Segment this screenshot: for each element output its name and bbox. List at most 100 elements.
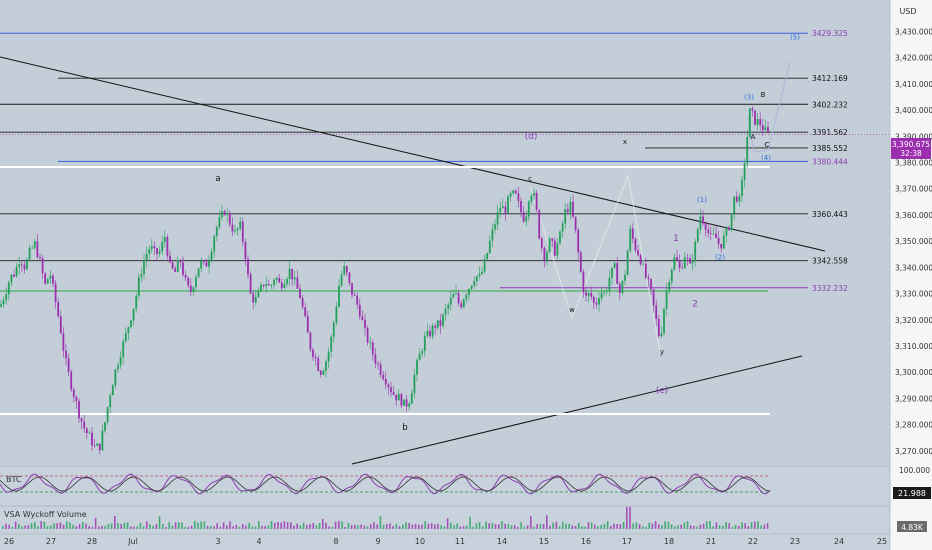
candle-body <box>312 349 314 357</box>
candle-body <box>512 190 515 194</box>
time-axis[interactable]: 26 27 28 Jul 3 4 8 9 10 11 14 15 16 17 18 21 22 23 24 25 <box>4 537 887 546</box>
volume-bar <box>222 522 225 529</box>
candle-body <box>187 277 190 286</box>
candle-body <box>592 296 595 303</box>
wave-label: y <box>660 348 664 356</box>
volume-bar <box>581 526 583 529</box>
volume-bar <box>110 523 113 529</box>
price-tick-label: 3,290.000 <box>895 394 932 403</box>
candle-body <box>78 401 80 419</box>
candle-body <box>478 273 481 277</box>
volume-bar <box>635 522 638 529</box>
volume-bar <box>757 521 759 529</box>
candle-body <box>210 251 213 261</box>
descending-trendline[interactable] <box>0 56 826 252</box>
volume-bar <box>338 520 340 529</box>
level-label: 3360.443 <box>812 210 848 219</box>
volume-bar <box>616 524 618 529</box>
price-badge[interactable]: 3,390.675 32:38 <box>891 138 931 159</box>
time-tick-label: 22 <box>748 537 758 546</box>
candle-body <box>28 247 31 260</box>
candle-body <box>408 403 411 407</box>
candle-body <box>301 298 304 308</box>
volume-bar <box>680 524 682 529</box>
level-label: 3380.444 <box>812 157 848 166</box>
horizontal-levels: 3429.325 3412.169 3402.232 3391.562 3385.552… <box>0 29 890 293</box>
candle-body <box>644 263 647 278</box>
level-label: 3402.232 <box>812 100 848 109</box>
volume-bar <box>562 521 564 529</box>
time-tick-label: 28 <box>87 537 97 546</box>
volume-bar <box>549 525 551 529</box>
volume-bar <box>162 524 164 529</box>
wave-label: a <box>215 174 220 184</box>
volume-bar <box>498 524 500 529</box>
candle-body <box>691 260 694 264</box>
volume-bar <box>491 522 494 529</box>
volume-bar <box>722 525 724 529</box>
candle-body <box>192 287 195 292</box>
volume-bar <box>213 526 215 529</box>
volume-bar <box>571 525 574 529</box>
volume-bar <box>123 522 126 529</box>
candle-body <box>124 332 127 342</box>
candle-body <box>265 283 268 287</box>
candle-body <box>702 216 704 224</box>
candle-body <box>647 277 650 280</box>
stoch-indicator-title[interactable]: BTC <box>6 475 22 484</box>
volume-bar <box>200 521 202 529</box>
candle-body <box>384 378 387 385</box>
volume-bar <box>514 525 516 529</box>
volume-bar <box>507 524 510 529</box>
volume-bar <box>446 518 449 529</box>
volume-bar <box>766 523 769 529</box>
volume-bar <box>117 523 119 529</box>
candle-body <box>621 280 624 293</box>
candle-body <box>145 253 148 261</box>
candle-body <box>590 293 593 297</box>
volume-bar <box>648 522 650 529</box>
volume-bar <box>328 526 330 529</box>
volume-bar <box>466 525 468 529</box>
candle-body <box>735 196 738 202</box>
candle-body <box>353 294 356 296</box>
level-label: 3412.169 <box>812 74 848 83</box>
candle-body <box>577 230 580 253</box>
time-tick-label: 11 <box>455 537 465 546</box>
candle-body <box>156 248 158 254</box>
candle-body <box>288 268 291 280</box>
candle-body <box>715 233 717 238</box>
volume-bar <box>453 525 455 529</box>
volume-value: 4.83K <box>901 523 924 532</box>
candle-body <box>767 127 769 132</box>
volume-bar <box>485 521 487 529</box>
volume-bar <box>24 525 26 529</box>
volume-bar <box>558 526 561 529</box>
candle-body <box>405 399 408 407</box>
ascending-trendline[interactable] <box>351 355 803 465</box>
volume-bar <box>315 525 318 529</box>
candle-body <box>7 282 10 295</box>
volume-bar <box>286 521 289 529</box>
candle-body <box>447 304 450 309</box>
candle-body <box>696 229 699 242</box>
candle-body <box>13 274 15 277</box>
currency-label[interactable]: USD <box>899 7 916 16</box>
price-scale-background[interactable] <box>890 0 932 550</box>
volume-bar <box>261 525 263 529</box>
volume-bar <box>523 526 526 529</box>
candle-body <box>356 295 359 305</box>
candle-body <box>566 209 569 213</box>
candle-body <box>704 223 707 230</box>
volume-bar <box>2 526 4 529</box>
wave-label: (3) <box>744 94 754 102</box>
candle-body <box>101 430 104 451</box>
candle-body <box>319 370 322 375</box>
volume-bar <box>658 524 660 529</box>
volume-bar <box>251 526 254 529</box>
volume-indicator-title[interactable]: VSA Wyckoff Volume <box>4 510 87 519</box>
candle-body <box>26 259 28 270</box>
candle-body <box>117 365 119 370</box>
candle-body <box>605 290 608 292</box>
